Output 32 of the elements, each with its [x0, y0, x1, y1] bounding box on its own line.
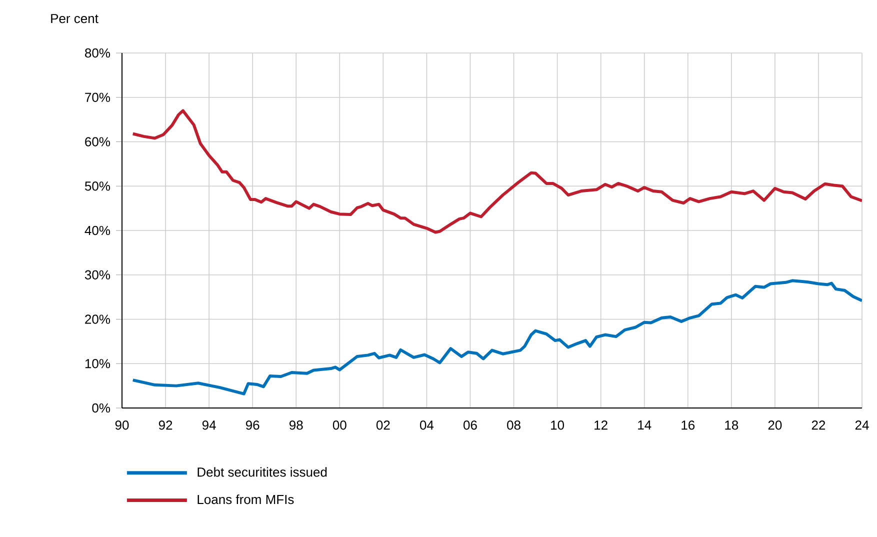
x-tick-label: 06: [464, 420, 477, 430]
y-tick-label: 80%: [85, 48, 110, 58]
x-tick-label: 12: [594, 420, 608, 430]
x-tick-label: 02: [376, 420, 390, 430]
x-tick-label: 92: [158, 420, 172, 430]
y-tick-label: 60%: [85, 137, 110, 146]
y-tick-label: 0%: [92, 403, 110, 413]
x-tick-label: 96: [246, 420, 260, 430]
y-tick-label: 70%: [85, 92, 110, 102]
x-tick-label: 16: [682, 420, 695, 430]
x-tick-label: 90: [115, 420, 129, 430]
x-tick-label: 00: [332, 420, 346, 430]
y-tick-label: 40%: [84, 226, 110, 236]
x-tick-label: 10: [551, 420, 564, 430]
y-axis-title: Per cent: [51, 14, 98, 24]
legend-label: Loans from MFIs: [198, 494, 294, 504]
line-series: [131, 109, 862, 234]
x-tick-label: 22: [812, 420, 826, 430]
x-tick-label: 04: [420, 420, 434, 430]
legend-label: Debt securitites issued: [198, 467, 327, 477]
x-tick-label: 18: [725, 420, 738, 430]
x-tick-label: 14: [638, 420, 652, 430]
x-tick-label: 98: [290, 420, 303, 430]
x-tick-label: 20: [768, 420, 782, 430]
x-tick-label: 24: [855, 420, 869, 430]
y-tick-label: 20%: [85, 314, 110, 324]
x-tick-label: 08: [507, 420, 520, 430]
line-series: [131, 279, 862, 396]
x-tick-label: 94: [202, 420, 216, 430]
y-tick-label: 10%: [85, 359, 110, 368]
y-tick-label: 50%: [84, 182, 110, 191]
y-tick-label: 30%: [84, 270, 110, 280]
